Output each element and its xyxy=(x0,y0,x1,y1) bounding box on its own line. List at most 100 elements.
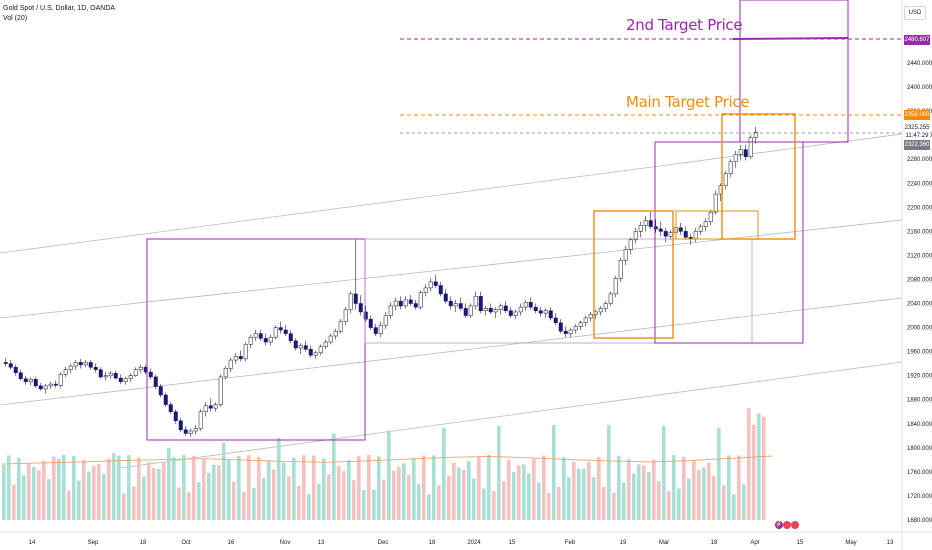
candle-up xyxy=(63,369,68,375)
main-target-label[interactable]: Main Target Price xyxy=(626,93,750,111)
candle-up xyxy=(133,369,138,376)
volume-bar xyxy=(137,457,141,520)
candle-down xyxy=(398,300,403,307)
candle-down xyxy=(358,303,363,313)
volume-bar xyxy=(47,479,51,520)
volume-bar xyxy=(232,481,236,520)
candle-down xyxy=(98,369,103,378)
candle-up xyxy=(668,232,673,237)
candle-down xyxy=(183,429,188,434)
dividends-icon[interactable] xyxy=(791,521,799,529)
volume-bar xyxy=(342,471,346,520)
volume-bar xyxy=(177,487,181,520)
lightning-icon[interactable]: ⚡ xyxy=(775,521,783,529)
candle-down xyxy=(653,226,658,230)
candle-down xyxy=(413,303,418,308)
candle-up xyxy=(418,292,423,308)
candle-up xyxy=(58,374,63,386)
range-box-orange xyxy=(675,210,759,240)
candle-up xyxy=(713,193,718,213)
volume-bar xyxy=(402,463,406,520)
second-target-label[interactable]: 2nd Target Price xyxy=(626,16,743,34)
candle-up xyxy=(243,344,248,360)
candle-up xyxy=(693,231,698,239)
time-tick-label: 13 xyxy=(318,540,325,546)
candle-down xyxy=(743,149,748,158)
volume-bar xyxy=(662,425,666,520)
candle-up xyxy=(708,211,713,222)
volume-bar xyxy=(227,459,231,520)
volume-bar xyxy=(307,493,311,520)
volume-bar xyxy=(252,487,256,520)
time-tick-label: 18 xyxy=(429,540,436,546)
time-tick-label: Feb xyxy=(565,540,576,546)
volume-bar xyxy=(327,474,331,520)
candle-up xyxy=(608,293,613,304)
candle-up xyxy=(138,367,143,370)
price-tick-label: 1880.000 xyxy=(907,398,932,404)
volume-bar xyxy=(192,455,196,520)
volume-bar xyxy=(142,476,146,520)
volume-bar xyxy=(202,459,206,520)
volume-bar xyxy=(352,480,356,520)
volume-bar xyxy=(692,460,696,520)
candle-down xyxy=(503,305,508,311)
candle-up xyxy=(703,221,708,227)
volume-bar xyxy=(2,465,6,520)
volume-bar xyxy=(637,464,641,520)
earnings-icon[interactable] xyxy=(783,521,791,529)
volume-bar xyxy=(72,456,76,520)
volume-bar xyxy=(452,462,456,520)
time-tick-label: 16 xyxy=(228,540,235,546)
candle-up xyxy=(318,346,323,354)
volume-bar xyxy=(12,484,16,520)
candle-up xyxy=(638,225,643,232)
candle-down xyxy=(88,362,93,368)
volume-bar xyxy=(357,456,361,520)
candle-up xyxy=(328,335,333,343)
candle-down xyxy=(533,306,538,311)
candle-up xyxy=(628,239,633,250)
candle-up xyxy=(643,220,648,226)
candle-up xyxy=(738,149,743,155)
candle-down xyxy=(478,296,483,311)
volume-bar xyxy=(762,416,766,520)
volume-bar xyxy=(492,491,496,520)
currency-badge[interactable]: USD xyxy=(904,6,926,20)
candle-up xyxy=(568,329,573,334)
volume-bar xyxy=(92,465,96,520)
volume-bar xyxy=(267,461,271,520)
candle-up xyxy=(698,226,703,232)
symbol-title[interactable]: Gold Spot / U.S. Dollar, 1D, OANDA xyxy=(3,5,116,12)
candle-up xyxy=(728,161,733,174)
candle-up xyxy=(28,379,33,382)
volume-bar xyxy=(397,466,401,520)
candle-down xyxy=(438,285,443,295)
candle-down xyxy=(433,281,438,286)
candle-up xyxy=(268,336,273,343)
volume-bar xyxy=(647,472,651,520)
channel-line xyxy=(0,297,903,406)
candle-up xyxy=(43,385,48,390)
candle-up xyxy=(213,404,218,409)
price-tick-label: 1800.000 xyxy=(907,446,932,452)
time-tick-label: 19 xyxy=(620,540,627,546)
candle-up xyxy=(323,341,328,348)
range-box-purple xyxy=(654,141,804,344)
volume-bar xyxy=(642,465,646,520)
countdown-label: 11:47:29 xyxy=(904,131,930,141)
volume-bar xyxy=(87,471,91,520)
candle-down xyxy=(38,385,43,390)
time-tick-label: 15 xyxy=(797,540,804,546)
candle-up xyxy=(198,411,203,429)
volume-indicator-label[interactable]: Vol (20) xyxy=(3,15,28,22)
volume-bar xyxy=(262,478,266,520)
candle-down xyxy=(353,293,358,304)
volume-bar xyxy=(287,476,291,520)
candle-up xyxy=(48,383,53,387)
candle-down xyxy=(288,333,293,342)
volume-bar xyxy=(127,455,131,520)
candle-down xyxy=(458,303,463,309)
candle-down xyxy=(658,228,663,232)
